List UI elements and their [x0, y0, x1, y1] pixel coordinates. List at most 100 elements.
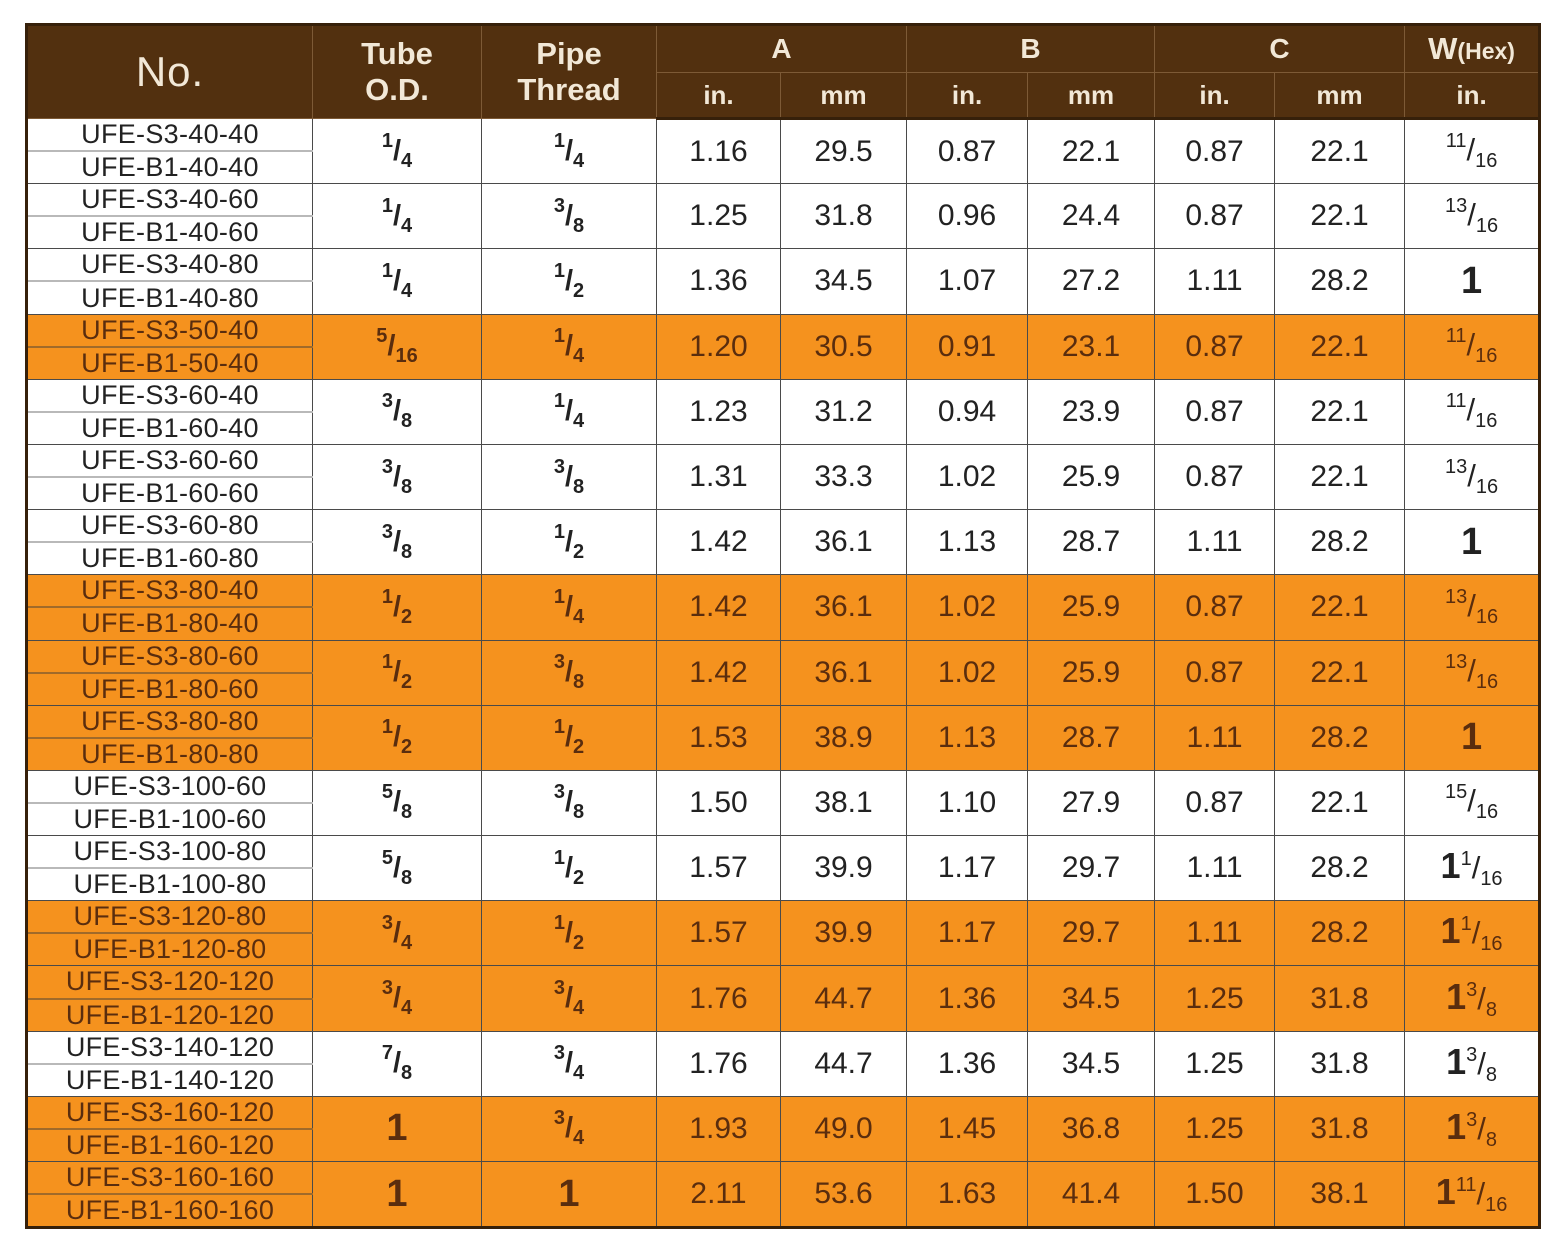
subheader-b-in: in. — [906, 72, 1029, 120]
part-number-cell: UFE-S3-40-60 — [26, 183, 313, 218]
fraction-part: 8 — [401, 540, 413, 563]
w-hex-cell: 11/16 — [1404, 835, 1540, 902]
a-in-cell: 1.50 — [656, 770, 781, 837]
fraction-part: 16 — [1485, 1194, 1508, 1217]
w-hex-cell: 15/16 — [1404, 770, 1540, 837]
w-hex-cell: 13/16 — [1404, 574, 1540, 641]
b-in-cell: 1.02 — [906, 574, 1028, 641]
w-hex-cell: 11/16 — [1404, 900, 1540, 967]
fraction-part: 16 — [1480, 933, 1503, 956]
a-mm-cell: 31.2 — [779, 379, 907, 445]
b-mm-cell: 34.5 — [1027, 965, 1155, 1032]
fraction-part: 7 — [381, 1042, 393, 1065]
fraction-part: / — [392, 590, 402, 623]
fraction-part: 16 — [1475, 801, 1499, 824]
fraction-part: 8 — [573, 475, 585, 498]
fraction-part: / — [564, 656, 574, 689]
fraction-part: 16 — [1475, 475, 1499, 498]
fraction-part: / — [392, 721, 402, 754]
c-in-cell: 1.50 — [1154, 1161, 1275, 1229]
fraction-part: / — [1467, 457, 1476, 493]
fraction-part: 4 — [401, 214, 413, 237]
c-mm-cell: 22.1 — [1274, 314, 1405, 380]
c-in-cell: 1.11 — [1154, 835, 1275, 902]
a-mm-cell: 49.0 — [779, 1096, 907, 1163]
fraction-part: 1 — [1446, 975, 1467, 1017]
tube-od-cell: 1 — [312, 1096, 482, 1163]
fraction-part: 1 — [1440, 910, 1461, 952]
tube-od-cell: 3/4 — [312, 965, 482, 1032]
fraction-part: 3 — [553, 977, 565, 1000]
fraction-part: 16 — [1475, 671, 1499, 694]
a-in-cell: 1.76 — [656, 1031, 781, 1097]
tube-od-cell: 1 — [312, 1161, 482, 1229]
tube-od-cell: 1/2 — [312, 705, 482, 771]
tube-od-cell: 7/8 — [312, 1031, 482, 1097]
fraction-part: 2 — [401, 736, 413, 759]
pipe-thread-cell: 1/4 — [481, 379, 657, 445]
part-number-cell: UFE-B1-40-60 — [26, 216, 313, 250]
part-number-cell: UFE-S3-120-80 — [26, 900, 313, 935]
part-number-cell: UFE-S3-40-80 — [26, 248, 313, 283]
fraction-part: / — [392, 525, 402, 558]
part-number-cell: UFE-S3-40-40 — [26, 118, 313, 153]
a-mm-cell: 30.5 — [779, 314, 907, 380]
fraction-part: 1 — [381, 259, 393, 282]
fraction-part: 16 — [1475, 605, 1499, 628]
b-in-cell: 1.13 — [906, 705, 1028, 771]
fraction-part: 11 — [1445, 130, 1467, 153]
fraction-part: / — [1476, 1176, 1486, 1212]
fraction-part: 1 — [381, 129, 393, 152]
fraction-part: 8 — [1485, 1128, 1497, 1151]
fraction-part: 2 — [573, 736, 585, 759]
pipe-thread-cell: 1/2 — [481, 248, 657, 315]
fraction-part: 3 — [381, 977, 393, 1000]
b-in-cell: 1.36 — [906, 965, 1028, 1032]
header-w-suffix: (Hex) — [1457, 38, 1515, 64]
fraction-part: / — [392, 786, 402, 819]
a-mm-cell: 53.6 — [779, 1161, 907, 1229]
fraction-part: / — [564, 590, 574, 623]
fraction-part: 16 — [1475, 345, 1498, 368]
fraction-part: 4 — [573, 345, 585, 368]
fraction-part: 2 — [401, 671, 413, 694]
fraction-part: / — [564, 851, 574, 884]
w-hex-cell: 13/8 — [1404, 965, 1540, 1032]
c-in-cell: 1.11 — [1154, 248, 1275, 315]
fraction-part: 15 — [1444, 781, 1468, 804]
b-in-cell: 1.17 — [906, 835, 1028, 902]
fraction-part: / — [564, 786, 574, 819]
b-in-cell: 1.17 — [906, 900, 1028, 967]
fraction-part: 1 — [1460, 716, 1483, 759]
fraction-part: 1 — [553, 846, 565, 869]
fraction-part: 3 — [381, 520, 393, 543]
fraction-part: / — [392, 134, 402, 167]
a-in-cell: 1.93 — [656, 1096, 781, 1163]
part-number-cell: UFE-S3-80-40 — [26, 574, 313, 609]
a-mm-cell: 44.7 — [779, 1031, 907, 1097]
w-hex-cell: 13/16 — [1404, 640, 1540, 706]
c-in-cell: 0.87 — [1154, 118, 1275, 185]
fraction-part: 1 — [553, 716, 565, 739]
fraction-part: / — [564, 395, 574, 428]
c-in-cell: 1.11 — [1154, 900, 1275, 967]
fraction-part: 1 — [553, 585, 565, 608]
tube-od-cell: 3/8 — [312, 379, 482, 445]
part-number-cell: UFE-B1-120-80 — [26, 933, 313, 967]
fraction-part: 3 — [1466, 978, 1478, 1001]
c-mm-cell: 22.1 — [1274, 770, 1405, 837]
pipe-thread-cell: 3/8 — [481, 770, 657, 837]
part-number-cell: UFE-B1-60-60 — [26, 477, 313, 511]
b-in-cell: 1.02 — [906, 444, 1028, 511]
c-mm-cell: 31.8 — [1274, 965, 1405, 1032]
c-in-cell: 0.87 — [1154, 379, 1275, 445]
fraction-part: 13 — [1444, 585, 1468, 608]
b-mm-cell: 23.9 — [1027, 379, 1155, 445]
header-w-hex: W(Hex) — [1404, 24, 1541, 73]
c-in-cell: 0.87 — [1154, 770, 1275, 837]
fraction-part: 4 — [401, 279, 413, 302]
part-number-cell: UFE-B1-60-40 — [26, 411, 313, 445]
header-tube-od-line1: Tube — [361, 36, 433, 72]
fraction-part: / — [392, 460, 402, 493]
b-in-cell: 1.13 — [906, 509, 1028, 576]
